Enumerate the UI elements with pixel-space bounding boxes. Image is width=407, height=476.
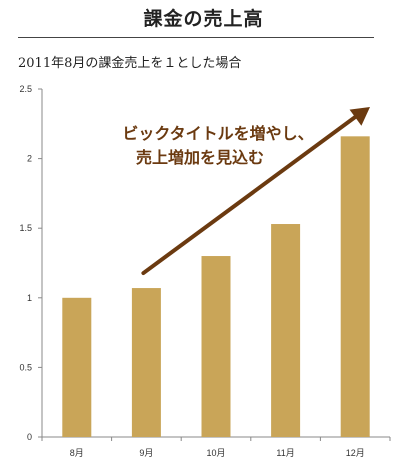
bar-2 bbox=[131, 288, 161, 437]
trend-arrow-head bbox=[349, 107, 370, 126]
page-title: 課金の売上高 bbox=[143, 8, 264, 30]
trend-arrow-shaft bbox=[141, 110, 364, 276]
y-tick-label: 2.5 bbox=[19, 84, 32, 94]
x-tick-label: 10月 bbox=[206, 448, 225, 458]
x-tick-label: 9月 bbox=[139, 448, 153, 458]
x-tick-label: 8月 bbox=[70, 448, 84, 458]
bar-4 bbox=[271, 224, 301, 437]
x-tick-label: 11月 bbox=[276, 448, 294, 458]
bar-5 bbox=[340, 136, 370, 437]
annotation-line-1: ビックタイトルを増やし、 bbox=[122, 124, 313, 143]
bar-3 bbox=[201, 256, 231, 437]
y-tick-label: 1 bbox=[27, 293, 32, 303]
chart-bars bbox=[62, 136, 370, 437]
y-tick-label: 1.5 bbox=[19, 223, 32, 233]
x-tick-label: 12月 bbox=[346, 448, 365, 458]
y-tick-label: 0.5 bbox=[19, 362, 32, 372]
y-tick-label: 2 bbox=[27, 154, 32, 164]
chart-tick-labels: 0 0.5 1 1.5 2 2.5 8月 9月 10月 11月 12月 bbox=[19, 84, 364, 458]
chart-subtitle: 2011年8月の課金売上を１とした場合 bbox=[18, 56, 242, 71]
title-divider bbox=[18, 37, 374, 38]
y-tick-label: 0 bbox=[27, 432, 32, 442]
bar-1 bbox=[62, 297, 92, 437]
trend-arrow bbox=[141, 107, 370, 276]
annotation-line-2: 売上増加を見込む bbox=[136, 148, 264, 167]
